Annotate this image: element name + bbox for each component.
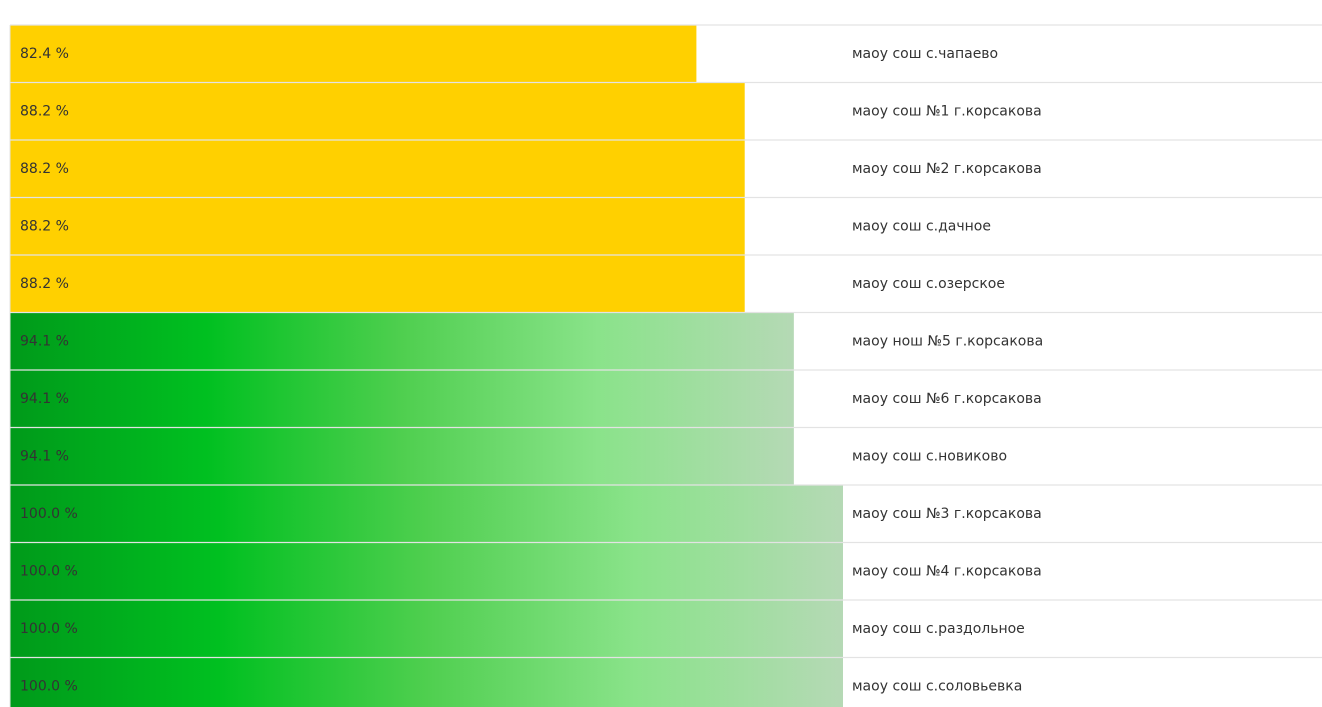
value-label: 100.0 %: [20, 506, 78, 522]
category-label: маоу сош с.чапаево: [852, 46, 998, 62]
value-label: 88.2 %: [20, 103, 69, 119]
bar: [10, 312, 794, 370]
category-label: маоу сош с.дачное: [852, 218, 991, 234]
bar: [10, 542, 843, 600]
value-label: 88.2 %: [20, 218, 69, 234]
bar: [10, 255, 745, 313]
category-label: маоу сош с.соловьевка: [852, 678, 1022, 694]
bar: [10, 25, 697, 83]
value-label: 88.2 %: [20, 161, 69, 177]
bar: [10, 82, 745, 140]
bar: [10, 600, 843, 658]
category-label: маоу сош №3 г.корсакова: [852, 506, 1042, 522]
category-label: маоу сош №4 г.корсакова: [852, 563, 1042, 579]
bar: [10, 140, 745, 198]
bar: [10, 657, 843, 707]
bar: [10, 485, 843, 543]
value-label: 82.4 %: [20, 46, 69, 62]
category-label: маоу сош с.раздольное: [852, 621, 1025, 637]
value-label: 94.1 %: [20, 333, 69, 349]
category-label: маоу сош №6 г.корсакова: [852, 391, 1042, 407]
category-label: маоу сош с.новиково: [852, 448, 1007, 464]
category-label: маоу сош с.озерское: [852, 276, 1005, 292]
value-label: 100.0 %: [20, 678, 78, 694]
value-label: 88.2 %: [20, 276, 69, 292]
category-label: маоу нош №5 г.корсакова: [852, 333, 1043, 349]
category-label: маоу сош №1 г.корсакова: [852, 103, 1042, 119]
bar: [10, 427, 794, 485]
category-label: маоу сош №2 г.корсакова: [852, 161, 1042, 177]
value-label: 100.0 %: [20, 621, 78, 637]
bar: [10, 197, 745, 255]
value-label: 94.1 %: [20, 391, 69, 407]
bar: [10, 370, 794, 428]
value-label: 100.0 %: [20, 563, 78, 579]
value-label: 94.1 %: [20, 448, 69, 464]
